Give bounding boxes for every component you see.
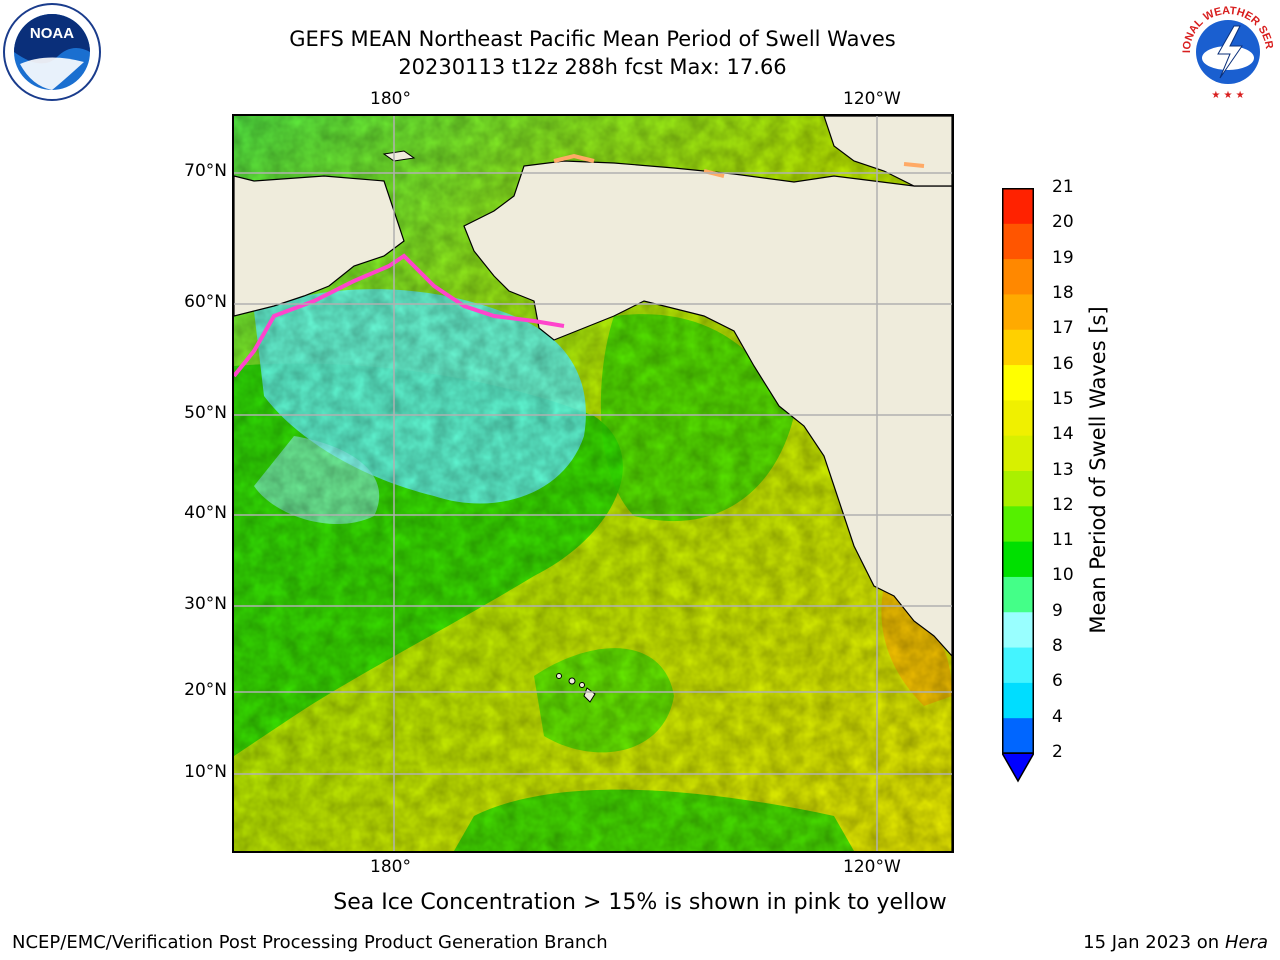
colorbar-band	[1002, 399, 1034, 436]
colorbar-tick-label: 9	[1052, 600, 1063, 621]
colorbar-band	[1002, 541, 1034, 577]
colorbar-tick-label: 6	[1052, 671, 1063, 692]
colorbar-tick-label: 21	[1052, 177, 1074, 197]
island-wrangel	[382, 150, 416, 162]
colorbar-band	[1002, 364, 1034, 401]
footer-machine: Hera	[1224, 932, 1268, 953]
colorbar-tick-label: 19	[1052, 247, 1074, 268]
colorbar-tick-label: 4	[1052, 706, 1063, 727]
noaa-logo: NOAA	[2, 2, 102, 102]
lat-60n: 60°N	[184, 292, 227, 312]
colorbar-tick-label: 11	[1052, 530, 1074, 551]
colorbar-tick-label: 2	[1052, 742, 1063, 762]
lat-50n: 50°N	[184, 403, 227, 423]
colorbar-band	[1002, 435, 1034, 471]
lon-bottom-120w: 120°W	[843, 857, 901, 877]
colorbar-tick-label: 18	[1052, 282, 1074, 303]
chart-title: GEFS MEAN Northeast Pacific Mean Period …	[289, 27, 896, 51]
lat-40n: 40°N	[184, 503, 227, 523]
colorbar-band	[1002, 647, 1034, 683]
sea-ice-note: Sea Ice Concentration > 15% is shown in …	[333, 890, 947, 915]
lat-10n: 10°N	[184, 762, 227, 782]
colorbar-band	[1002, 505, 1034, 542]
colorbar-tick-label: 15	[1052, 388, 1074, 409]
nws-logo: NATIONAL WEATHER SERVICE ★ ★ ★	[1174, 0, 1278, 102]
colorbar-band	[1002, 682, 1034, 719]
lat-70n: 70°N	[184, 161, 227, 181]
colorbar-tick-label: 12	[1052, 494, 1074, 515]
sea-ice-edge	[234, 253, 565, 378]
lat-20n: 20°N	[184, 680, 227, 700]
colorbar-band	[1002, 470, 1034, 507]
chart-subtitle: 20230113 t12z 288h fcst Max: 17.66	[398, 55, 787, 79]
colorbar-band	[1002, 329, 1034, 366]
colorbar-tick-label: 14	[1052, 424, 1074, 445]
colorbar-tick-label: 10	[1052, 565, 1074, 586]
hawaii-islands	[556, 673, 596, 703]
lon-bottom-180: 180°	[370, 857, 411, 877]
colorbar-tick-label: 13	[1052, 459, 1074, 480]
colorbar-tick-label: 8	[1052, 636, 1063, 657]
colorbar-band	[1002, 717, 1034, 754]
footer-date-text: 15 Jan 2023 on	[1083, 932, 1225, 953]
footer-credit: NCEP/EMC/Verification Post Processing Pr…	[12, 932, 608, 953]
land-north	[234, 175, 405, 317]
colorbar-tick-label: 16	[1052, 353, 1074, 374]
colorbar-band	[1002, 258, 1034, 295]
lon-top-120w: 120°W	[843, 89, 901, 109]
footer-date: 15 Jan 2023 on Hera	[1083, 932, 1268, 953]
colorbar-band	[1002, 223, 1034, 260]
colorbar-band	[1002, 293, 1034, 330]
lon-top-180: 180°	[370, 89, 411, 109]
land-alaska	[463, 160, 952, 851]
map-panel	[232, 114, 954, 853]
map-svg	[234, 116, 952, 851]
colorbar	[1000, 188, 1036, 783]
colorbar-band	[1002, 611, 1034, 648]
colorbar-label: Mean Period of Swell Waves [s]	[1086, 306, 1110, 634]
map-gridlines	[234, 116, 952, 851]
land-canada-north	[823, 116, 952, 187]
colorbar-band	[1002, 188, 1034, 224]
colorbar-band	[1002, 576, 1034, 613]
colorbar-tick-label: 20	[1052, 212, 1074, 233]
colorbar-tick-label: 17	[1052, 318, 1074, 339]
svg-text:★ ★ ★: ★ ★ ★	[1211, 90, 1244, 101]
noaa-logo-text: NOAA	[30, 25, 74, 42]
lat-30n: 30°N	[184, 594, 227, 614]
